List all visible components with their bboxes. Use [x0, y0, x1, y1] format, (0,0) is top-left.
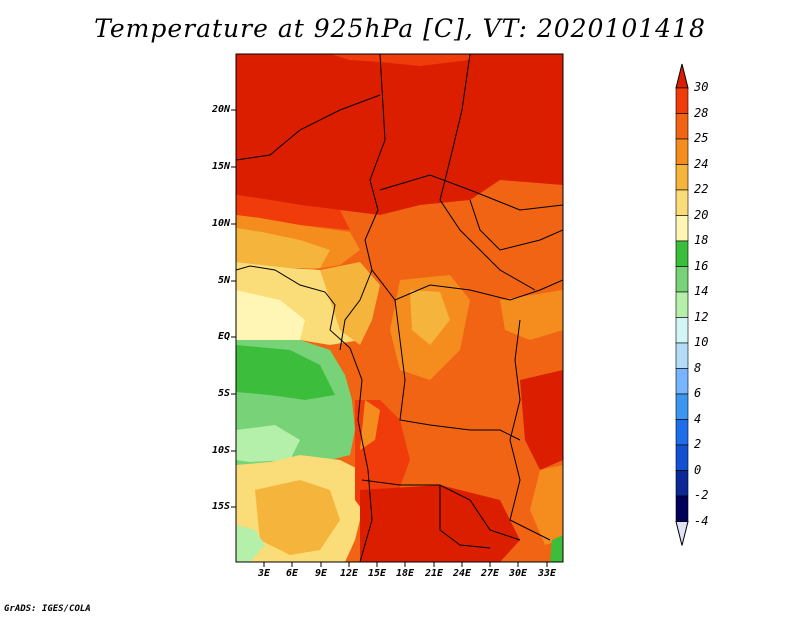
colorbar-tick-label: 28: [694, 105, 709, 120]
colorbar-tick-label: 30: [694, 80, 709, 94]
colorbar: [675, 63, 689, 546]
colorbar-tick-label: 10: [694, 335, 709, 349]
colorbar-swatch: [675, 113, 689, 140]
lon-label-30e: 30E: [508, 568, 528, 579]
lon-ticks: [263, 562, 548, 567]
colorbar-swatch: [675, 317, 689, 344]
colorbar-swatch: [675, 419, 689, 446]
lon-label-12e: 12E: [339, 568, 359, 579]
lon-label-24e: 24E: [452, 568, 472, 579]
colorbar-tick-label: 25: [694, 131, 709, 145]
lat-label-5s: 5S: [217, 388, 230, 399]
colorbar-swatch: [675, 138, 689, 165]
colorbar-tick-label: -2: [694, 488, 709, 502]
grads-credit: GrADS: IGES/COLA: [4, 604, 91, 614]
colorbar-tick-label: 4: [694, 411, 702, 426]
map-title: Temperature at 925hPa [C], VT: 202010141…: [94, 14, 706, 43]
lon-label-27e: 27E: [480, 568, 500, 579]
lat-label-15s: 15S: [211, 501, 230, 512]
colorbar-tick-label: 2: [694, 437, 702, 451]
colorbar-over-triangle: [675, 63, 689, 89]
lon-label-9e: 9E: [314, 568, 328, 579]
lon-label-6e: 6E: [285, 568, 299, 579]
colorbar-swatch: [675, 368, 689, 395]
colorbar-swatch: [675, 342, 689, 369]
colorbar-tick-label: 0: [694, 462, 702, 477]
lon-label-18e: 18E: [395, 568, 415, 579]
country-borders: [236, 54, 563, 562]
colorbar-swatch: [675, 291, 689, 318]
colorbar-tick-label: 14: [694, 284, 709, 298]
lon-label-15e: 15E: [367, 568, 387, 579]
colorbar-tick-label: 22: [694, 182, 709, 196]
colorbar-swatch: [675, 495, 689, 522]
colorbar-tick-label: 12: [694, 309, 709, 324]
lat-label-20n: 20N: [211, 104, 230, 115]
colorbar-tick-label: -4: [694, 513, 709, 528]
colorbar-tick-label: 8: [694, 360, 702, 375]
lon-label-3e: 3E: [257, 568, 271, 579]
colorbar-swatch: [675, 189, 689, 216]
colorbar-swatch: [675, 266, 689, 293]
temperature-field: [236, 54, 563, 562]
lat-label-eq: EQ: [217, 331, 230, 342]
map-frame: [235, 53, 564, 563]
lon-label-33e: 33E: [537, 568, 557, 579]
lon-label-21e: 21E: [424, 568, 444, 579]
colorbar-swatch: [675, 470, 689, 497]
colorbar-tick-label: 18: [694, 233, 709, 247]
colorbar-swatch: [675, 444, 689, 471]
colorbar-tick-label: 24: [694, 156, 709, 171]
lat-label-10n: 10N: [211, 218, 230, 229]
lat-label-15n: 15N: [211, 161, 230, 172]
lat-ticks: [231, 109, 236, 508]
colorbar-under-triangle: [675, 521, 689, 546]
colorbar-tick-label: 6: [694, 386, 702, 400]
colorbar-tick-label: 16: [694, 258, 709, 273]
lat-label-5n: 5N: [217, 275, 230, 286]
colorbar-swatch: [675, 215, 689, 242]
colorbar-swatch: [675, 393, 689, 420]
colorbar-tick-label: 20: [694, 207, 709, 222]
colorbar-swatch: [675, 240, 689, 267]
lat-label-10s: 10S: [211, 445, 230, 456]
colorbar-swatch: [675, 87, 689, 114]
colorbar-swatch: [675, 164, 689, 191]
